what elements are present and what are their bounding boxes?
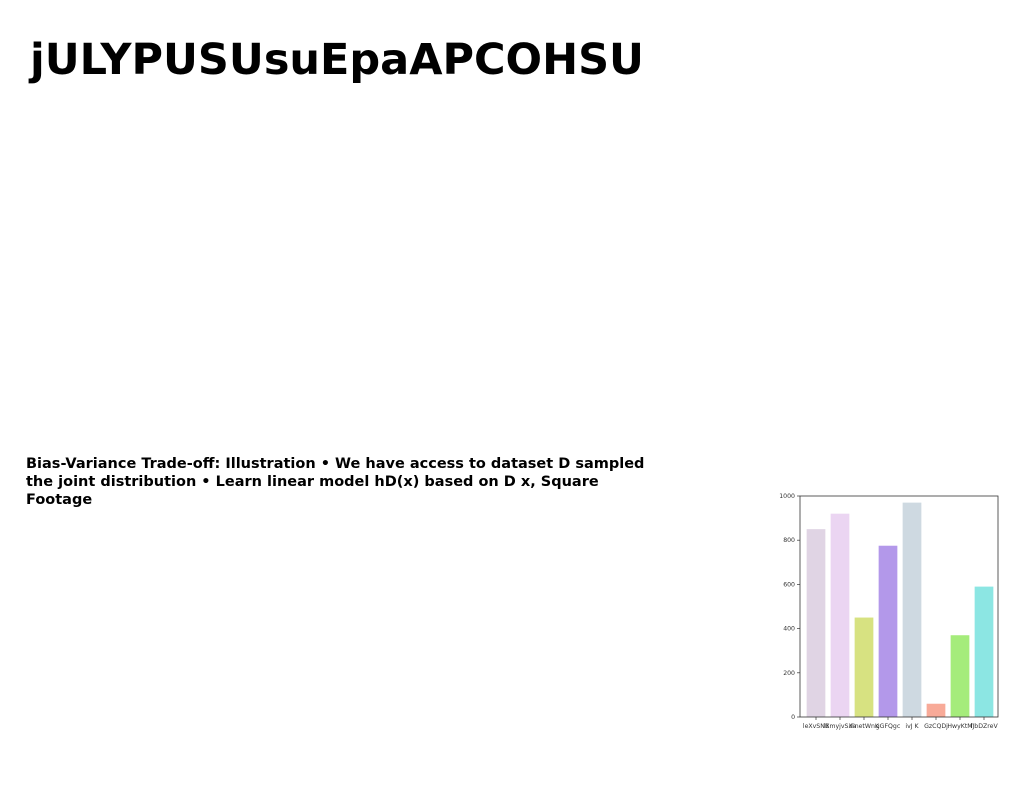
x-tick-label: HwyKtM	[947, 723, 972, 730]
bar-1	[806, 529, 826, 717]
slide-title: jULYPUSUsuEpaAPCOHSU	[30, 35, 644, 85]
bar-chart: leXvSNB lXmyjvSXa dinetWnK gGFQgc ivJ K GzCQD…	[770, 488, 1006, 738]
bar-7	[950, 635, 970, 717]
x-tick-label: ivJ K	[905, 723, 919, 730]
x-tick-label: lXmyjvSXa	[824, 723, 857, 730]
y-tick-label: 600	[783, 581, 795, 588]
y-tick-label: 200	[783, 670, 795, 677]
x-tick-label: leXvSNB	[803, 723, 829, 730]
y-tick-label: 400	[783, 626, 795, 633]
bar-8	[974, 586, 994, 717]
x-tick-label: GzCQDj	[924, 723, 948, 730]
plot-frame	[799, 495, 999, 718]
x-tick-label: gGFQgc	[876, 723, 901, 730]
bar-6	[926, 703, 946, 717]
x-tick-label: dinetWnK	[849, 723, 880, 730]
x-tick-label: fJbDZreV	[970, 723, 998, 730]
y-tick-label: 0	[791, 714, 795, 721]
y-tick-label: 800	[783, 537, 795, 544]
slide-body-text: Bias-Variance Trade-off: Illustration • …	[26, 456, 645, 508]
bar-4	[878, 545, 898, 717]
y-tick-label: 1000	[779, 493, 795, 500]
bar-3	[854, 617, 874, 717]
bar-5	[902, 502, 922, 717]
bar-2	[830, 513, 850, 717]
